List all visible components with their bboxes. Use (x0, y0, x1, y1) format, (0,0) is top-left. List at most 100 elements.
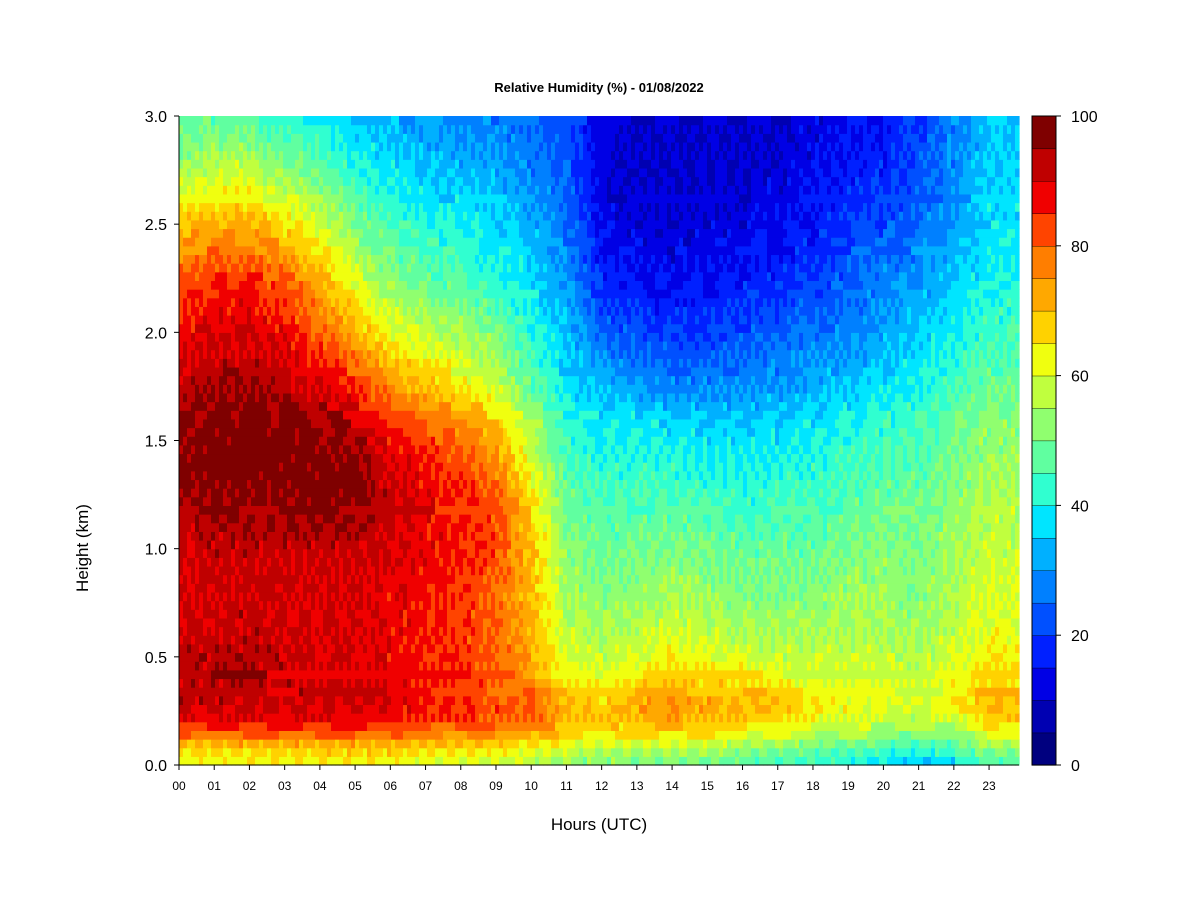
heatmap-cell (251, 436, 256, 446)
heatmap-cell (403, 540, 408, 550)
heatmap-cell (211, 600, 216, 610)
heatmap-cell (279, 669, 284, 680)
heatmap-cell (399, 496, 404, 506)
heatmap-cell (331, 237, 336, 247)
heatmap-cell (335, 756, 340, 766)
heatmap-cell (263, 678, 268, 688)
heatmap-cell (211, 704, 216, 714)
heatmap-cell (407, 280, 412, 290)
heatmap-cell (219, 574, 224, 584)
heatmap-cell (395, 514, 400, 524)
heatmap-cell (379, 514, 384, 524)
heatmap-cell (391, 678, 396, 688)
heatmap-cell (347, 150, 352, 160)
heatmap-cell (323, 202, 328, 212)
heatmap-cell (431, 721, 436, 731)
heatmap-cell (347, 713, 352, 723)
heatmap-cell (335, 228, 340, 238)
heatmap-cell (367, 721, 372, 731)
heatmap-cell (339, 730, 344, 740)
heatmap-cell (431, 375, 436, 385)
heatmap-cell (219, 488, 224, 498)
heatmap-cell (215, 228, 220, 238)
heatmap-cell (199, 116, 204, 126)
heatmap-cell (443, 730, 448, 740)
heatmap-cell (411, 202, 416, 212)
heatmap-cell (299, 418, 304, 429)
heatmap-cell (427, 453, 432, 463)
heatmap-cell (199, 358, 204, 368)
heatmap-cell (223, 678, 228, 688)
heatmap-cell (391, 661, 396, 671)
heatmap-cell (299, 600, 304, 610)
heatmap-cell (235, 514, 240, 524)
heatmap-cell (291, 332, 296, 342)
heatmap-cell (287, 704, 292, 714)
heatmap-cell (219, 401, 224, 411)
heatmap-cell (259, 254, 264, 264)
heatmap-cell (271, 643, 276, 654)
heatmap-cell (267, 263, 272, 273)
heatmap-cell (227, 730, 232, 740)
heatmap-cell (311, 514, 316, 524)
heatmap-cell (283, 418, 288, 429)
heatmap-cell (339, 410, 344, 420)
heatmap-cell (207, 237, 212, 247)
heatmap-cell (299, 661, 304, 671)
heatmap-cell (315, 652, 320, 662)
heatmap-cell (375, 124, 380, 134)
heatmap-cell (247, 600, 252, 610)
heatmap-cell (215, 643, 220, 654)
heatmap-cell (315, 237, 320, 247)
heatmap-cell (303, 479, 308, 489)
heatmap-cell (435, 756, 440, 766)
heatmap-cell (323, 228, 328, 238)
heatmap-cell (443, 496, 448, 506)
heatmap-cell (263, 548, 268, 558)
heatmap-cell (311, 756, 316, 766)
heatmap-cell (191, 245, 196, 256)
heatmap-cell (327, 306, 332, 316)
heatmap-cell (179, 315, 184, 325)
heatmap-cell (343, 643, 348, 654)
heatmap-cell (307, 453, 312, 463)
heatmap-cell (431, 392, 436, 403)
heatmap-cell (287, 211, 292, 221)
heatmap-cell (251, 565, 256, 576)
heatmap-cell (315, 133, 320, 143)
heatmap-cell (411, 375, 416, 385)
heatmap-cell (383, 531, 388, 541)
heatmap-cell (359, 687, 364, 697)
heatmap-cell (243, 522, 248, 532)
heatmap-cell (395, 453, 400, 463)
heatmap-cell (335, 150, 340, 160)
heatmap-cell (315, 444, 320, 455)
heatmap-cell (403, 245, 408, 256)
heatmap-cell (371, 531, 376, 541)
heatmap-cell (219, 245, 224, 256)
heatmap-cell (291, 591, 296, 602)
heatmap-cell (179, 669, 184, 680)
heatmap-cell (191, 739, 196, 749)
heatmap-cell (379, 167, 384, 178)
heatmap-cell (243, 349, 248, 359)
heatmap-cell (239, 730, 244, 740)
heatmap-cell (251, 626, 256, 636)
heatmap-cell (383, 453, 388, 463)
heatmap-cell (431, 219, 436, 230)
heatmap-cell (411, 297, 416, 307)
heatmap-cell (343, 124, 348, 134)
heatmap-cell (423, 159, 428, 169)
heatmap-cell (375, 349, 380, 359)
heatmap-cell (371, 366, 376, 377)
heatmap-cell (351, 436, 356, 446)
heatmap-cell (311, 141, 316, 152)
heatmap-cell (423, 228, 428, 238)
heatmap-cell (375, 219, 380, 230)
heatmap-cell (255, 366, 260, 377)
heatmap-cell (195, 211, 200, 221)
heatmap-cell (247, 401, 252, 411)
heatmap-cell (267, 669, 272, 680)
heatmap-cell (199, 643, 204, 654)
heatmap-cell (319, 392, 324, 403)
